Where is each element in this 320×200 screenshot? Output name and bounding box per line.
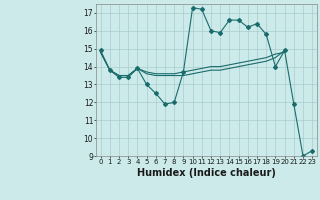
- X-axis label: Humidex (Indice chaleur): Humidex (Indice chaleur): [137, 168, 276, 178]
